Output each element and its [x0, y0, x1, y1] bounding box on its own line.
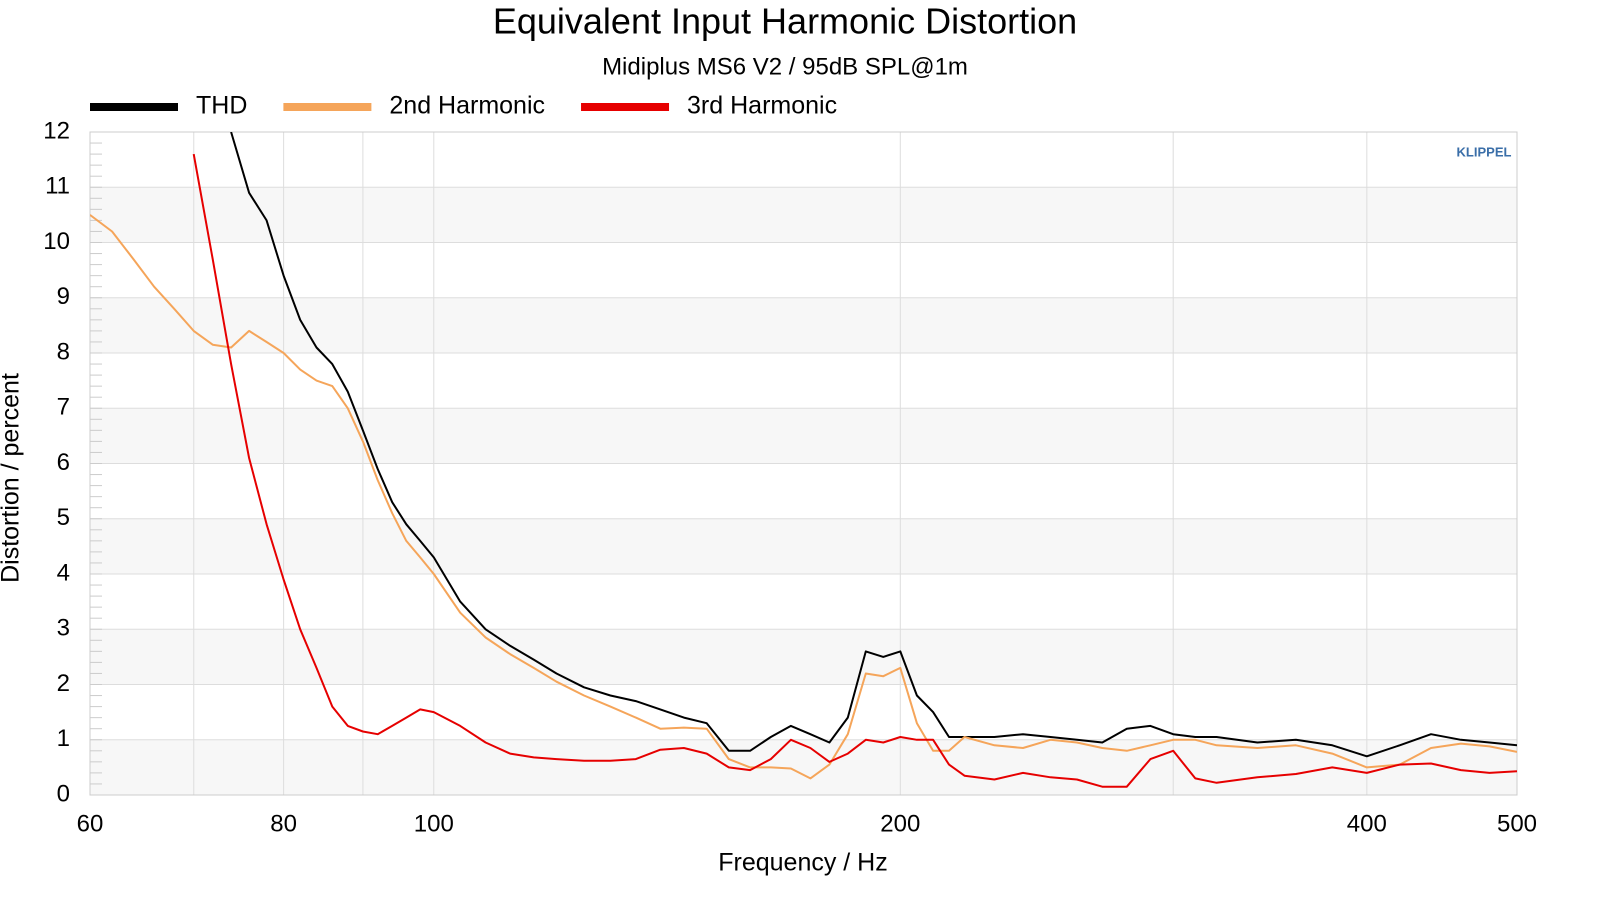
series-line	[192, 153, 1517, 788]
y-tick-label: 4	[57, 559, 70, 586]
x-tick-label: 200	[880, 810, 920, 837]
chart-subtitle: Midiplus MS6 V2 / 95dB SPL@1m	[602, 53, 968, 80]
band	[90, 518, 1517, 574]
band	[90, 297, 1517, 353]
y-tick-label: 6	[57, 449, 70, 476]
y-tick-label: 10	[43, 228, 70, 255]
legend-label: 2nd Harmonic	[389, 92, 545, 120]
band	[90, 629, 1517, 685]
y-axis-label: Distortion / percent	[0, 373, 25, 583]
y-tick-label: 9	[57, 283, 70, 310]
x-tick-label: 60	[77, 810, 104, 837]
y-tick-label: 3	[57, 615, 70, 642]
y-tick-label: 0	[57, 780, 70, 807]
y-tick-label: 12	[43, 117, 70, 144]
y-tick-label: 7	[57, 394, 70, 421]
band	[90, 187, 1517, 243]
series-group	[90, 132, 1517, 788]
legend-label: 3rd Harmonic	[687, 92, 837, 120]
watermark: KLIPPEL	[1457, 144, 1512, 159]
series-line	[90, 214, 1517, 780]
y-tick-label: 5	[57, 504, 70, 531]
x-tick-label: 100	[414, 810, 454, 837]
band	[90, 408, 1517, 464]
chart-title: Equivalent Input Harmonic Distortion	[493, 1, 1077, 42]
series-line	[230, 132, 1517, 758]
y-tick-label: 11	[45, 173, 70, 200]
y-tick-label: 1	[57, 725, 70, 752]
y-tick-label: 8	[57, 338, 70, 365]
band	[90, 739, 1517, 795]
plot-frame	[89, 131, 1518, 796]
x-tick-label: 80	[270, 810, 297, 837]
legend-label: THD	[196, 92, 247, 120]
x-tick-label: 400	[1347, 810, 1387, 837]
x-tick-label: 500	[1497, 810, 1537, 837]
y-tick-label: 2	[57, 670, 70, 697]
x-axis-label: Frequency / Hz	[718, 849, 888, 877]
